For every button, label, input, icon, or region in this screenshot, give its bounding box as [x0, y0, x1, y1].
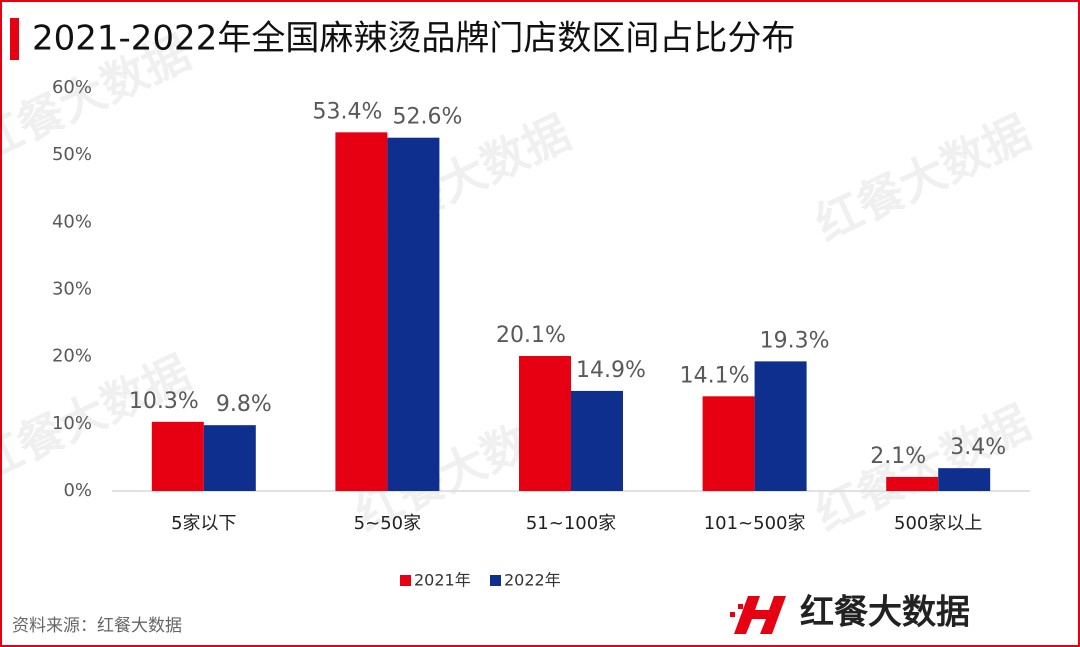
bar [938, 468, 991, 491]
logo-icon [734, 596, 786, 634]
value-label: 10.3% [129, 389, 199, 414]
value-label: 20.1% [496, 323, 566, 348]
x-tick-label: 500家以上 [894, 513, 982, 534]
legend-swatch [490, 575, 501, 586]
legend-label: 2022年 [504, 571, 561, 590]
bar [151, 421, 204, 491]
bar [335, 132, 388, 491]
title-bar [10, 18, 19, 60]
chart-title: 2021-2022年全国麻辣烫品牌门店数区间占比分布 [32, 19, 795, 59]
bar [519, 355, 571, 491]
value-label: 2.1% [870, 444, 926, 469]
x-tick-label: 5家以下 [171, 513, 236, 534]
value-label: 9.8% [216, 392, 272, 417]
bar [571, 390, 623, 491]
bar [886, 476, 939, 491]
logo: 红餐大数据 [730, 593, 970, 634]
y-tick-label: 40% [52, 211, 92, 232]
y-tick-label: 30% [52, 279, 92, 300]
bar [754, 361, 807, 491]
value-label: 14.1% [680, 363, 750, 388]
value-label: 19.3% [760, 328, 830, 353]
x-tick-label: 101~500家 [704, 513, 806, 534]
y-tick-label: 10% [52, 413, 92, 434]
y-tick-label: 20% [52, 346, 92, 367]
value-label: 53.4% [312, 99, 382, 124]
legend-swatch [400, 575, 411, 586]
value-label: 3.4% [950, 435, 1006, 460]
legend-label: 2021年 [414, 571, 471, 590]
bar [203, 425, 256, 491]
source: 资料来源：红餐大数据 [12, 616, 182, 636]
logo-text: 红餐大数据 [800, 593, 970, 633]
y-tick-label: 60% [52, 77, 92, 98]
bar [702, 396, 755, 491]
y-tick-label: 0% [63, 480, 92, 501]
value-label: 52.6% [392, 105, 462, 130]
bar [387, 137, 440, 491]
value-label: 14.9% [576, 358, 646, 383]
logo-dot [730, 612, 735, 617]
y-tick-label: 50% [52, 144, 92, 165]
x-tick-label: 5~50家 [354, 513, 421, 534]
x-tick-label: 51~100家 [526, 513, 616, 534]
logo-dot [738, 604, 743, 609]
